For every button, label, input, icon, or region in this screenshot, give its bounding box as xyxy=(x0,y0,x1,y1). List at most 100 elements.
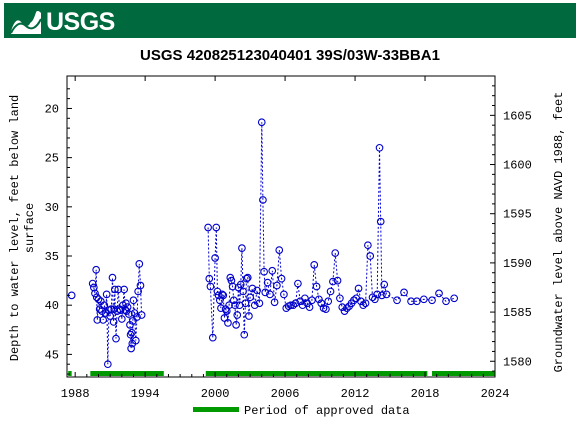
data-point xyxy=(211,254,219,262)
data-point xyxy=(135,260,144,268)
data-point xyxy=(380,280,389,289)
data-point xyxy=(260,267,268,276)
data-point xyxy=(231,301,239,310)
data-point xyxy=(246,293,254,302)
data-point xyxy=(122,299,130,308)
y-axis-left-label-line2: surface xyxy=(23,203,37,253)
approved-period-bar xyxy=(90,371,164,376)
data-point xyxy=(280,290,288,299)
approved-period-bar xyxy=(432,371,495,376)
data-point xyxy=(322,305,330,313)
data-point xyxy=(359,301,368,310)
data-point xyxy=(243,273,252,282)
data-point xyxy=(450,294,459,303)
data-point xyxy=(130,309,139,317)
data-point xyxy=(113,307,121,315)
data-point xyxy=(312,282,321,291)
data-point xyxy=(127,328,136,337)
data-point xyxy=(129,317,137,325)
data-point xyxy=(102,290,111,299)
data-point xyxy=(382,290,391,299)
data-point xyxy=(354,284,363,293)
x-tick-label: 1988 xyxy=(61,387,90,401)
data-point xyxy=(275,246,284,254)
data-point xyxy=(442,297,450,306)
data-point xyxy=(329,277,337,286)
data-point xyxy=(324,297,333,306)
data-point xyxy=(371,295,379,304)
data-point xyxy=(112,334,120,343)
y-left-tick-label: 25 xyxy=(45,152,59,166)
data-point xyxy=(224,319,232,327)
data-point xyxy=(114,285,123,294)
data-point xyxy=(393,296,401,305)
data-point xyxy=(435,289,443,298)
data-point xyxy=(240,330,249,339)
data-point xyxy=(375,143,384,152)
y-right-tick-label: 1590 xyxy=(503,257,532,271)
data-point xyxy=(263,278,272,287)
y-right-tick-label: 1605 xyxy=(503,109,532,123)
data-point xyxy=(99,316,108,324)
data-point xyxy=(137,311,146,319)
data-point xyxy=(373,290,382,299)
data-point xyxy=(305,303,314,312)
data-point xyxy=(407,297,415,306)
x-tick-label: 2012 xyxy=(341,387,370,401)
data-point xyxy=(91,289,99,298)
approved-periods xyxy=(68,371,495,376)
x-tick-label: 1994 xyxy=(131,387,160,401)
data-point xyxy=(205,274,214,283)
water-level-points xyxy=(67,118,459,369)
data-point xyxy=(208,333,217,342)
data-point xyxy=(239,287,247,296)
data-point xyxy=(289,301,298,310)
y-left-tick-label: 20 xyxy=(45,102,59,116)
data-point xyxy=(298,301,307,310)
data-point xyxy=(376,217,385,226)
usgs-banner: USGS xyxy=(4,3,576,38)
data-point xyxy=(270,298,279,307)
data-point xyxy=(343,304,351,312)
data-point xyxy=(88,279,97,288)
data-point xyxy=(214,291,223,300)
x-tick-label: 2024 xyxy=(481,387,510,401)
data-point xyxy=(413,297,421,306)
approved-period-bar xyxy=(205,371,428,376)
data-point xyxy=(420,295,428,304)
data-point xyxy=(232,321,240,329)
y-left-tick-label: 40 xyxy=(45,299,59,313)
data-point xyxy=(291,299,300,308)
x-tick-label: 2006 xyxy=(271,387,300,401)
usgs-logo[interactable]: USGS xyxy=(10,6,115,40)
data-point xyxy=(136,281,145,290)
data-point xyxy=(253,286,261,295)
x-tick-label: 2000 xyxy=(201,387,230,401)
data-point xyxy=(294,279,302,288)
data-point xyxy=(336,294,344,303)
data-point xyxy=(361,299,370,308)
x-tick-label: 2018 xyxy=(411,387,440,401)
data-point xyxy=(103,360,112,369)
data-point xyxy=(100,301,109,310)
y-right-tick-label: 1585 xyxy=(503,306,532,320)
data-point xyxy=(357,297,365,306)
y-axis-left-label-line1: Depth to water level, feet below land xyxy=(8,95,22,361)
data-point xyxy=(364,241,372,250)
data-point xyxy=(317,299,326,308)
data-point xyxy=(266,290,274,299)
data-point xyxy=(129,296,138,305)
data-point xyxy=(220,314,229,322)
data-point xyxy=(110,285,119,294)
data-point xyxy=(108,273,117,282)
water-level-lines xyxy=(92,122,455,365)
data-point xyxy=(245,312,253,320)
legend-swatch xyxy=(193,407,239,412)
data-point xyxy=(127,344,135,353)
data-point xyxy=(93,316,102,324)
data-point xyxy=(204,223,212,232)
data-point xyxy=(95,305,104,313)
data-point xyxy=(261,288,270,297)
data-point xyxy=(400,288,408,297)
